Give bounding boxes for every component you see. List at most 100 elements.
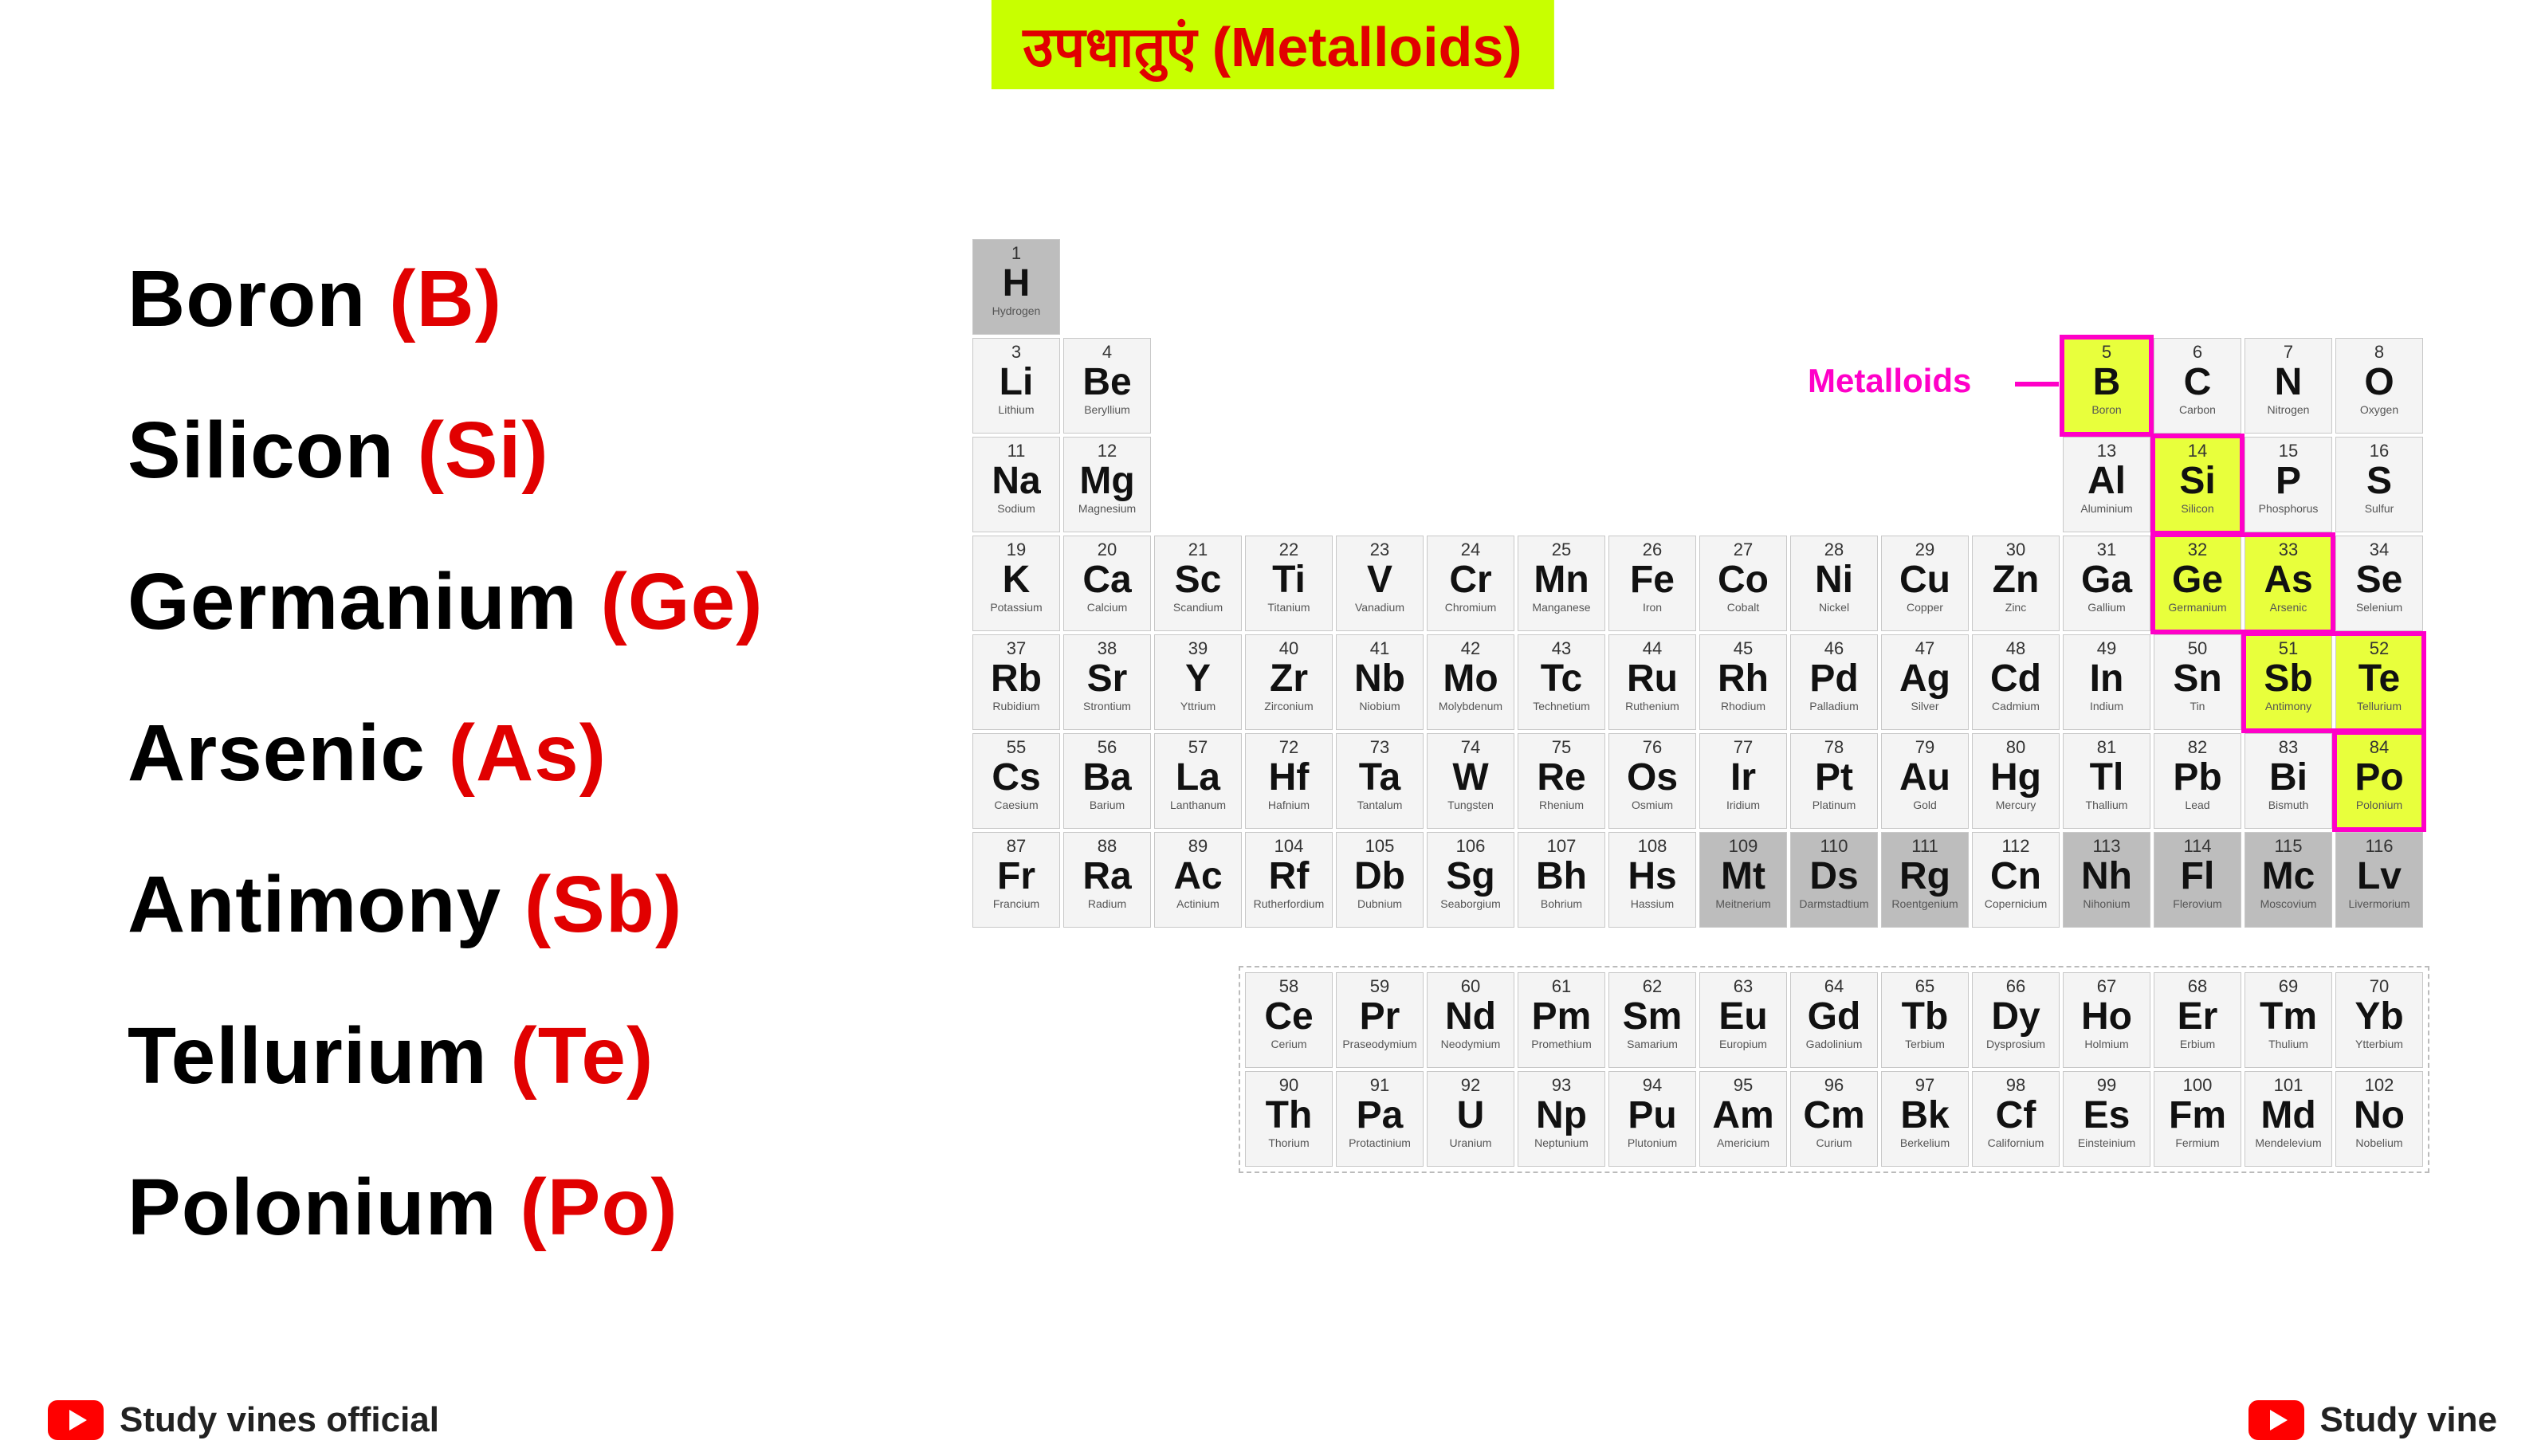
element-symbol: Co [1700, 560, 1786, 600]
element-symbol: La [1155, 758, 1241, 798]
element-symbol: W [1428, 758, 1514, 798]
element-name: Scandium [1155, 600, 1241, 614]
element-number: 16 [2336, 438, 2422, 461]
list-item: Arsenic (As) [128, 677, 764, 829]
element-number: 19 [973, 536, 1059, 560]
element-number: 76 [1609, 734, 1695, 758]
element-symbol: Ca [1064, 560, 1150, 600]
element-symbol: Fm [2154, 1096, 2241, 1136]
element-cell-Be: 4BeBeryllium [1063, 338, 1151, 434]
list-item-name: Tellurium [128, 1011, 510, 1101]
element-cell-Ni: 28NiNickel [1790, 536, 1878, 631]
element-number: 38 [1064, 635, 1150, 659]
element-cell-U: 92UUranium [1427, 1071, 1514, 1167]
element-symbol: U [1428, 1096, 1514, 1136]
element-symbol: Cd [1973, 659, 2059, 699]
element-cell-Ce: 58CeCerium [1245, 972, 1333, 1068]
element-symbol: Li [973, 363, 1059, 402]
element-name: Rubidium [973, 699, 1059, 713]
metalloid-label: Metalloids [1808, 362, 1971, 400]
list-item-name: Boron [128, 254, 389, 343]
element-symbol: Ce [1246, 997, 1332, 1037]
element-name: Iridium [1700, 798, 1786, 812]
element-symbol: Sc [1155, 560, 1241, 600]
element-cell-Ta: 73TaTantalum [1336, 733, 1424, 829]
element-name: Cadmium [1973, 699, 2059, 713]
element-cell-Bi: 83BiBismuth [2245, 733, 2332, 829]
element-symbol: Sb [2245, 659, 2331, 699]
element-name: Plutonium [1609, 1136, 1695, 1150]
element-symbol: Mt [1700, 857, 1786, 897]
element-name: Uranium [1428, 1136, 1514, 1150]
element-symbol: S [2336, 461, 2422, 501]
element-symbol: Es [2064, 1096, 2150, 1136]
element-symbol: Nh [2064, 857, 2150, 897]
element-number: 57 [1155, 734, 1241, 758]
element-symbol: Hs [1609, 857, 1695, 897]
element-number: 67 [2064, 973, 2150, 997]
element-number: 82 [2154, 734, 2241, 758]
element-symbol: Mg [1064, 461, 1150, 501]
element-number: 83 [2245, 734, 2331, 758]
element-symbol: Pa [1337, 1096, 1423, 1136]
element-name: Neptunium [1518, 1136, 1604, 1150]
element-number: 97 [1882, 1072, 1968, 1096]
list-item: Antimony (Sb) [128, 829, 764, 980]
list-item: Polonium (Po) [128, 1132, 764, 1283]
element-cell-Er: 68ErErbium [2154, 972, 2241, 1068]
element-symbol: Th [1246, 1096, 1332, 1136]
element-number: 96 [1791, 1072, 1877, 1096]
element-number: 87 [973, 833, 1059, 857]
element-number: 106 [1428, 833, 1514, 857]
element-number: 116 [2336, 833, 2422, 857]
element-symbol: Er [2154, 997, 2241, 1037]
element-number: 42 [1428, 635, 1514, 659]
element-number: 49 [2064, 635, 2150, 659]
element-cell-S: 16SSulfur [2335, 437, 2423, 532]
element-number: 72 [1246, 734, 1332, 758]
page: उपधातुएं (Metalloids) Boron (B)Silicon (… [0, 0, 2545, 1456]
element-cell-Fe: 26FeIron [1608, 536, 1696, 631]
element-name: Rhenium [1518, 798, 1604, 812]
element-cell-Mg: 12MgMagnesium [1063, 437, 1151, 532]
element-cell-Pa: 91PaProtactinium [1336, 1071, 1424, 1167]
element-cell-Md: 101MdMendelevium [2245, 1071, 2332, 1167]
element-cell-Cu: 29CuCopper [1881, 536, 1969, 631]
element-cell-Eu: 63EuEuropium [1699, 972, 1787, 1068]
element-name: Roentgenium [1882, 897, 1968, 911]
element-symbol: Db [1337, 857, 1423, 897]
element-symbol: Md [2245, 1096, 2331, 1136]
element-symbol: Ti [1246, 560, 1332, 600]
element-name: Cobalt [1700, 600, 1786, 614]
element-cell-Sr: 38SrStrontium [1063, 634, 1151, 730]
element-symbol: Eu [1700, 997, 1786, 1037]
element-cell-Se: 34SeSelenium [2335, 536, 2423, 631]
element-cell-Am: 95AmAmericium [1699, 1071, 1787, 1167]
element-number: 62 [1609, 973, 1695, 997]
element-symbol: Gd [1791, 997, 1877, 1037]
element-name: Titanium [1246, 600, 1332, 614]
element-number: 50 [2154, 635, 2241, 659]
element-number: 70 [2336, 973, 2422, 997]
element-name: Moscovium [2245, 897, 2331, 911]
list-item-symbol: (Si) [418, 406, 549, 495]
element-name: Tantalum [1337, 798, 1423, 812]
element-cell-Si: 14SiSilicon [2154, 437, 2241, 532]
element-symbol: N [2245, 363, 2331, 402]
element-cell-No: 102NoNobelium [2335, 1071, 2423, 1167]
footer-left: Study vines official [48, 1400, 439, 1440]
element-name: Einsteinium [2064, 1136, 2150, 1150]
element-symbol: Bi [2245, 758, 2331, 798]
element-symbol: Pr [1337, 997, 1423, 1037]
element-cell-Tm: 69TmThulium [2245, 972, 2332, 1068]
element-name: Phosphorus [2245, 501, 2331, 516]
element-name: Osmium [1609, 798, 1695, 812]
element-name: Antimony [2245, 699, 2331, 713]
element-name: Meitnerium [1700, 897, 1786, 911]
element-cell-Nb: 41NbNiobium [1336, 634, 1424, 730]
element-name: Darmstadtium [1791, 897, 1877, 911]
element-symbol: Sg [1428, 857, 1514, 897]
element-number: 64 [1791, 973, 1877, 997]
element-symbol: Po [2336, 758, 2422, 798]
element-number: 51 [2245, 635, 2331, 659]
